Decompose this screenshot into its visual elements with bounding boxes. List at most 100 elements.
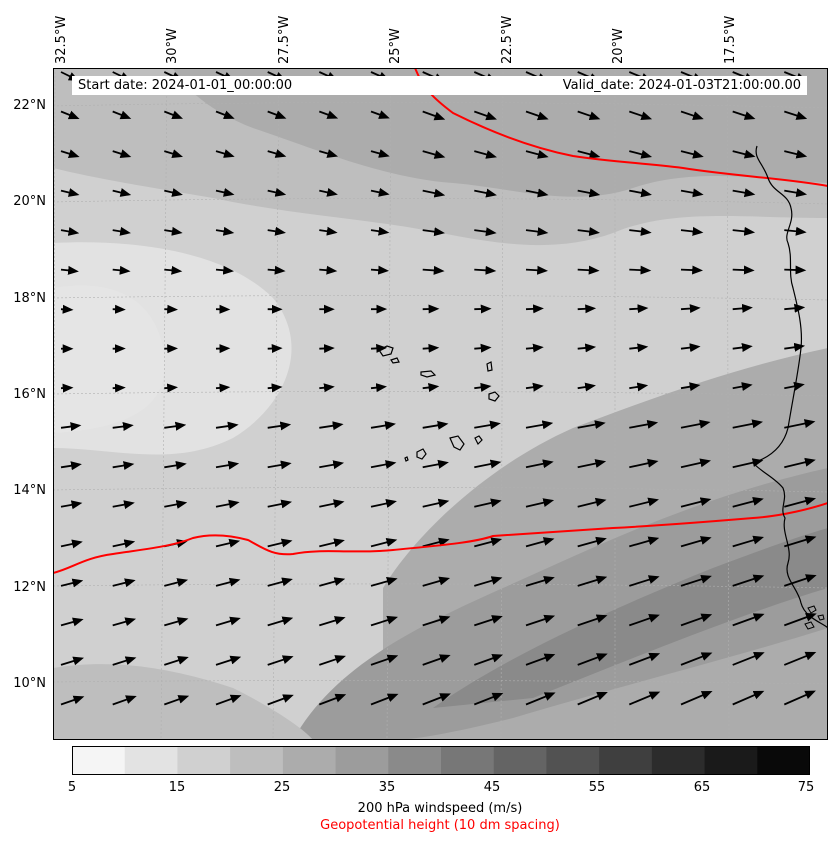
wind-vector-arrow [60, 226, 80, 236]
colorbar-swatch [230, 746, 284, 775]
wind-vector-arrow [732, 690, 765, 706]
wind-vector-arrow [680, 343, 701, 353]
wind-vector-arrow [60, 617, 84, 627]
wind-vector-arrow [784, 381, 805, 391]
wind-vector-arrow [629, 265, 652, 275]
wind-vector-arrow [215, 383, 231, 393]
info-box: Start date: 2024-01-01_00:00:00 Valid_da… [72, 76, 807, 95]
wind-vector-arrow [422, 537, 450, 548]
wind-vector-arrow [215, 188, 235, 197]
wind-vector-arrow [267, 110, 287, 119]
wind-vector-arrow [112, 695, 137, 706]
wind-vector-arrow [629, 304, 649, 314]
colorbar-tick-label: 25 [273, 780, 291, 795]
cape-verde-islands [378, 345, 500, 462]
wind-vector-arrow [629, 536, 660, 548]
wind-vector-arrow [60, 695, 85, 706]
wind-vector-arrow [680, 149, 704, 159]
wind-vector-arrow [422, 150, 446, 159]
wind-vector-arrow [577, 188, 601, 198]
wind-vector-arrow [525, 498, 555, 508]
wind-vector-arrow [60, 422, 82, 432]
wind-vector-arrow [525, 459, 554, 469]
wind-vector-arrow [525, 304, 544, 314]
wind-vector-arrow [112, 617, 137, 627]
wind-vector-arrow [474, 343, 492, 353]
wind-vector-arrow [370, 226, 390, 236]
wind-vector-arrow [680, 188, 704, 198]
colorbar-tick-label: 75 [797, 780, 815, 795]
lat-tick-label: 20°N [13, 194, 46, 209]
colorbar-tick-label: 15 [168, 780, 186, 795]
wind-vector-arrow [680, 691, 713, 706]
wind-vector-arrow [784, 265, 807, 275]
wind-vector-arrow [164, 421, 187, 431]
map-panel [53, 68, 828, 740]
wind-vector-arrow [473, 653, 504, 666]
colorbar-tick-label: 5 [67, 780, 77, 795]
wind-vector-arrow [164, 656, 189, 666]
colorbar-swatch [282, 746, 337, 775]
wind-vector-field [60, 71, 817, 706]
wind-vector-arrow [680, 382, 701, 392]
lat-tick-label: 12°N [13, 580, 46, 595]
wind-vector-arrow [267, 265, 286, 275]
lat-tick-label: 22°N [13, 98, 46, 113]
wind-vector-arrow [577, 265, 600, 275]
wind-vector-arrow [422, 110, 446, 121]
wind-vector-arrow [215, 149, 235, 158]
wind-vector-arrow [525, 110, 549, 121]
colorbar-swatch [493, 746, 547, 775]
wind-vector-arrow [577, 304, 597, 314]
wind-vector-arrow [215, 694, 242, 706]
wind-vector-arrow [680, 574, 712, 587]
wind-vector-arrow [164, 226, 183, 236]
wind-vector-arrow [577, 459, 607, 469]
wind-vector-arrow [474, 227, 497, 237]
lat-tick-label: 18°N [13, 291, 46, 306]
wind-vector-arrow [629, 110, 653, 121]
wind-vector-arrow [577, 149, 601, 159]
wind-vector-arrow [318, 110, 339, 119]
wind-vector-arrow [267, 188, 287, 197]
wind-vector-arrow [629, 149, 653, 159]
wind-vector-arrow [784, 226, 807, 236]
wind-vector-arrow [164, 578, 189, 587]
wind-vector-arrow [112, 383, 126, 393]
wind-vector-arrow [474, 537, 503, 548]
wind-vector-arrow [577, 227, 600, 236]
wind-vector-arrow [60, 656, 84, 666]
wind-vector-arrow [784, 535, 817, 548]
wind-vector-arrow [422, 227, 445, 237]
wind-vector-arrow [629, 458, 659, 469]
colorbar-tick-label: 45 [483, 780, 501, 795]
wind-vector-arrow [732, 419, 764, 429]
wind-vector-arrow [680, 536, 712, 548]
wind-vector-arrow [215, 460, 240, 470]
wind-vector-arrow [215, 226, 235, 236]
wind-vector-arrow [112, 110, 132, 120]
wind-vector-arrow [525, 692, 556, 706]
wind-vector-arrow [112, 500, 135, 510]
wind-vector-arrow [732, 652, 765, 666]
wind-vector-arrow [319, 616, 346, 627]
lon-tick-label: 30°W [165, 28, 180, 64]
wind-vector-arrow [370, 110, 390, 119]
wind-vector-arrow [164, 460, 187, 470]
wind-vector-arrow [164, 149, 184, 158]
wind-vector-arrow [267, 655, 294, 666]
wind-vector-arrow [163, 695, 190, 706]
wind-vector-arrow [680, 265, 703, 275]
wind-vector-arrow [319, 149, 339, 158]
wind-vector-arrow [215, 655, 242, 666]
wind-vector-arrow [370, 499, 397, 508]
wind-vector-arrow [629, 343, 649, 353]
colorbar-swatch [757, 746, 810, 775]
wind-vector-arrow [370, 149, 390, 158]
wind-vector-arrow [60, 500, 83, 510]
wind-vector-arrow [164, 188, 183, 197]
wind-vector-arrow [680, 613, 713, 627]
wind-vector-arrow [422, 498, 450, 508]
wind-vector-arrow [60, 149, 80, 159]
